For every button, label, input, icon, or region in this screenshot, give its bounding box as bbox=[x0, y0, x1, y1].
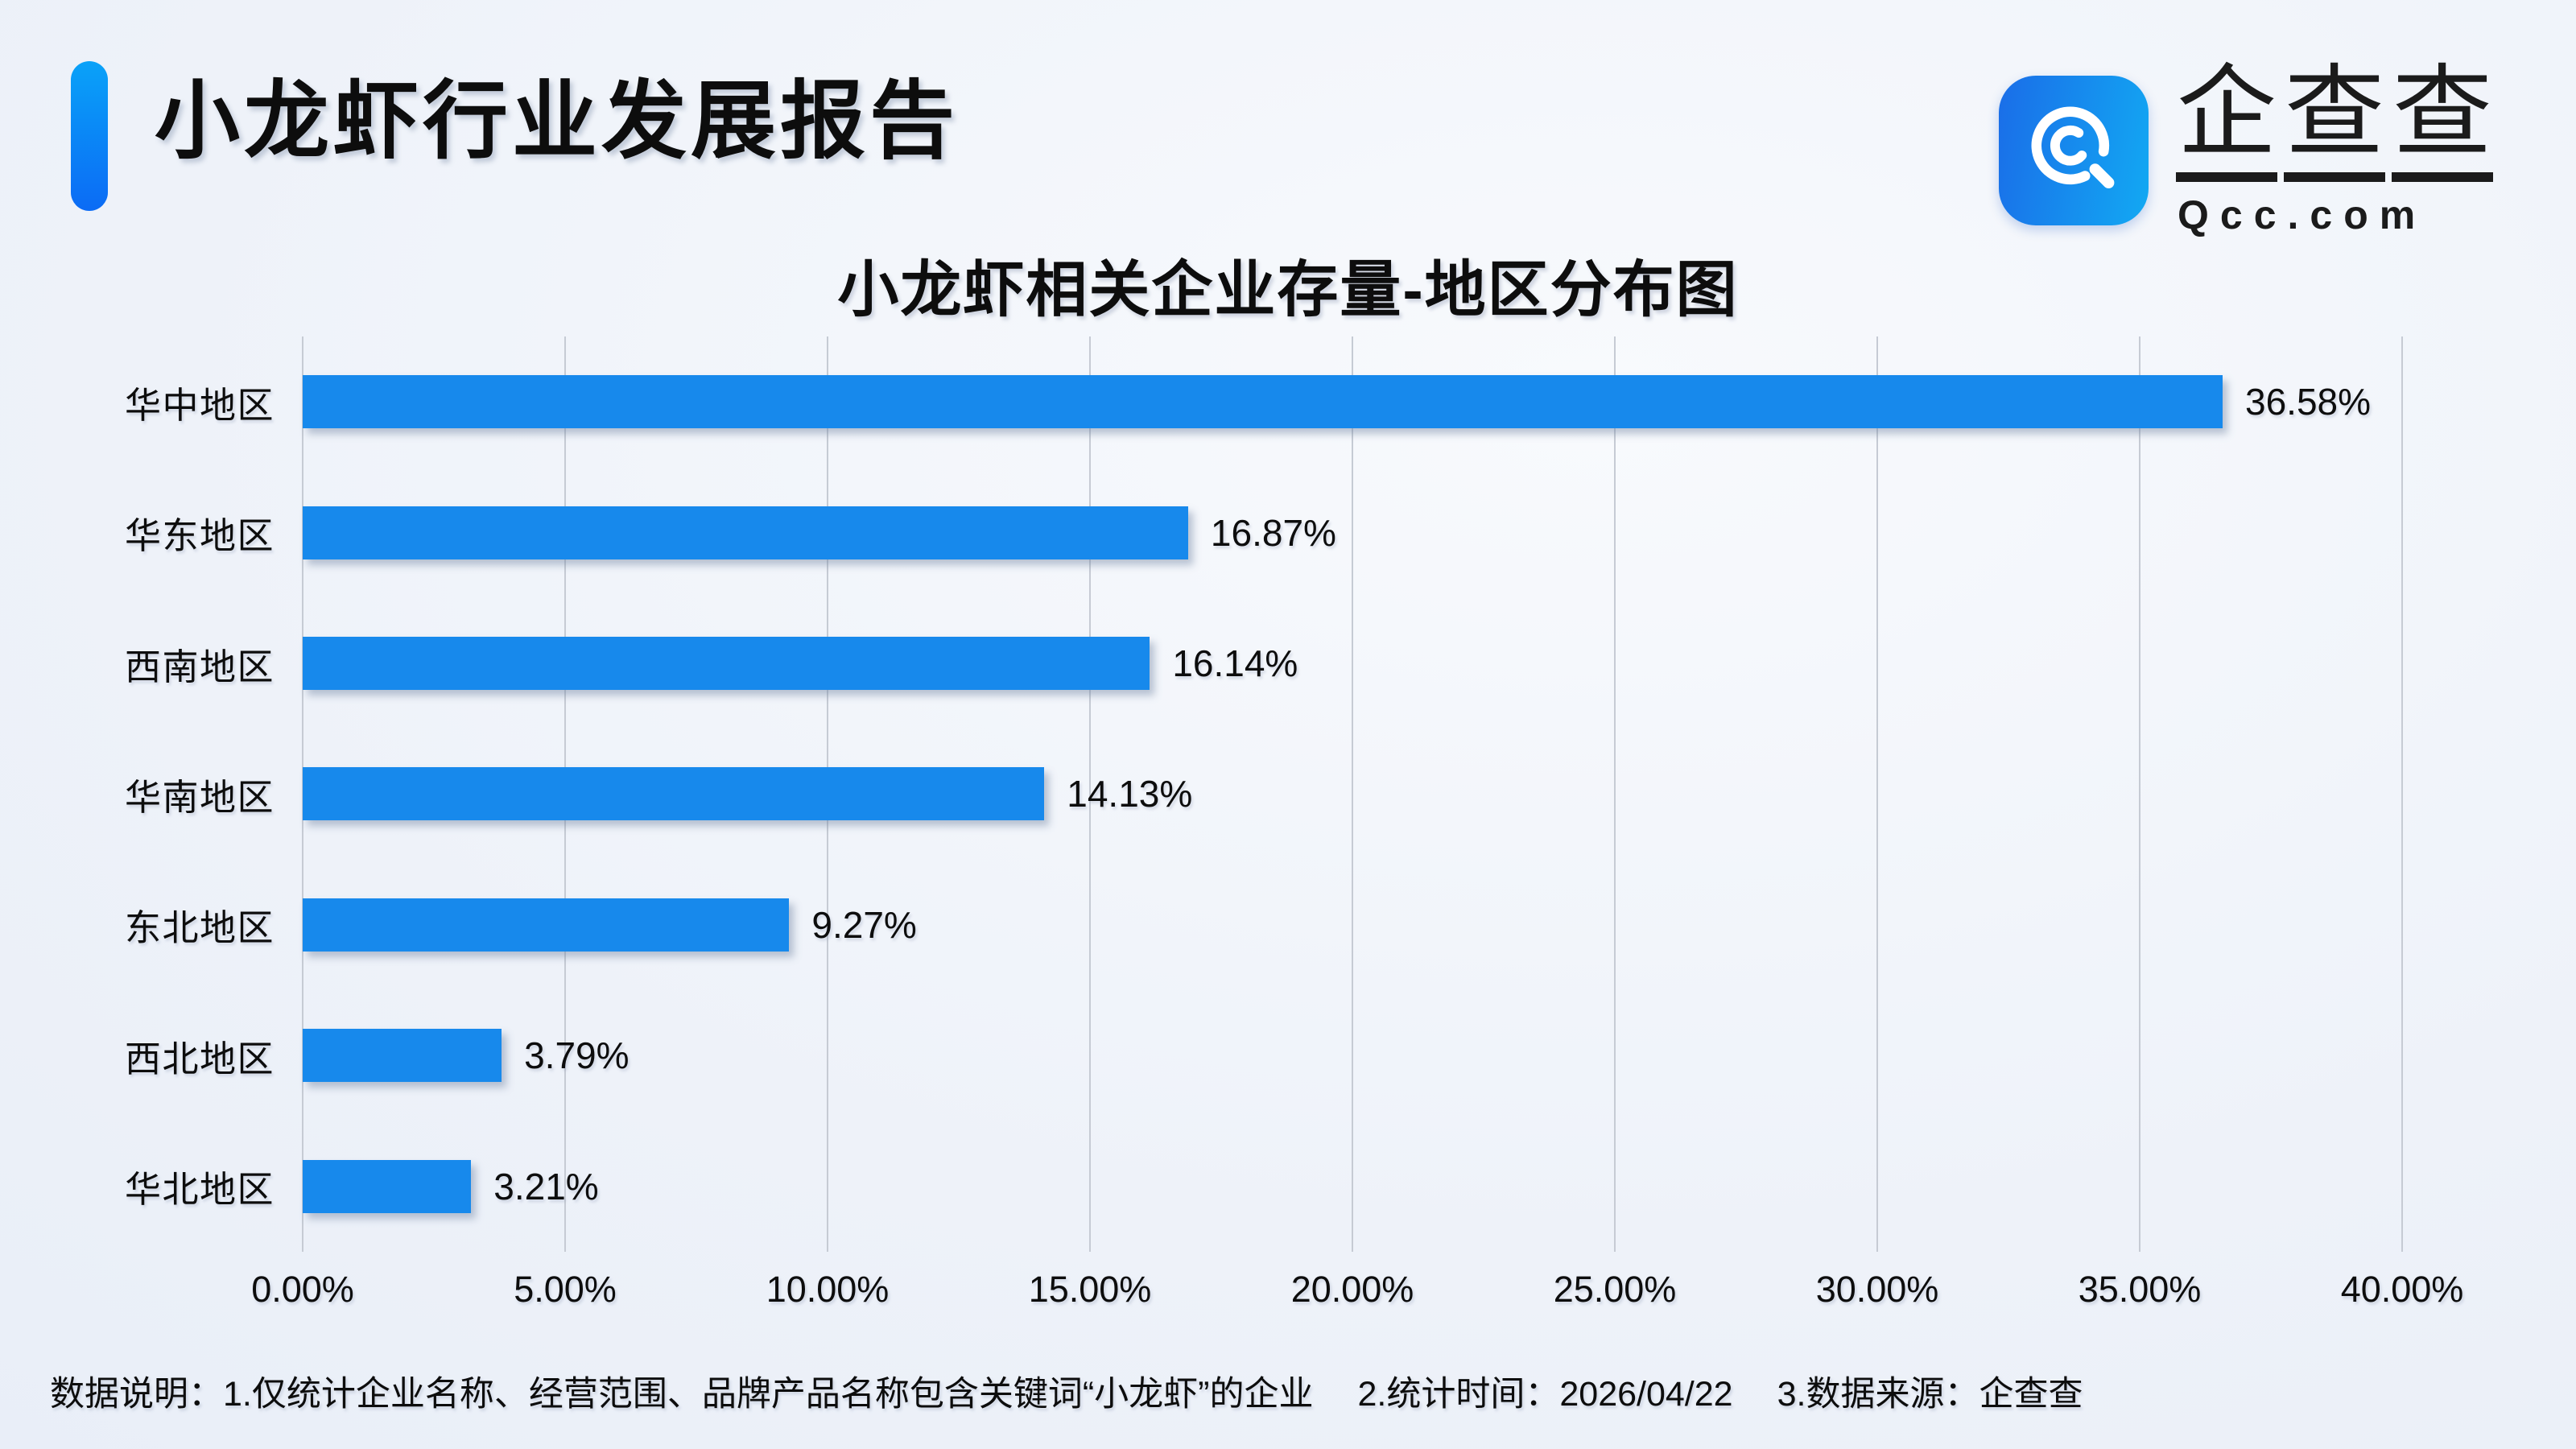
x-axis: 0.00% 5.00% 10.00% 15.00% 20.00% 25.00% … bbox=[251, 1269, 2463, 1325]
bar-value: 36.58% bbox=[2245, 381, 2372, 423]
bar-huadong bbox=[303, 506, 1188, 559]
data-note: 1.仅统计企业名称、经营范围、品牌产品名称包含关键词“小龙虾”的企业 bbox=[223, 1375, 1314, 1414]
data-note: 3.数据来源：企查查 bbox=[1777, 1375, 2083, 1414]
gridline bbox=[2401, 336, 2403, 1252]
x-tick: 30.00% bbox=[1815, 1269, 1939, 1310]
qcc-brand-char: 查 bbox=[2392, 63, 2494, 182]
data-notes: 数据说明： 1.仅统计企业名称、经营范围、品牌产品名称包含关键词“小龙虾”的企业… bbox=[50, 1366, 2083, 1416]
x-tick: 25.00% bbox=[1553, 1269, 1677, 1310]
bar-huazhong bbox=[303, 375, 2223, 429]
x-tick: 5.00% bbox=[514, 1269, 617, 1310]
qcc-logo-text: 企 查 查 Qcc.com bbox=[2173, 63, 2496, 238]
qcc-brand-char: 企 bbox=[2176, 63, 2278, 182]
category-label: 华北地区 bbox=[125, 1169, 275, 1211]
x-tick: 15.00% bbox=[1028, 1269, 1152, 1310]
qcc-domain: Qcc.com bbox=[2178, 192, 2427, 237]
bar-row-huadong: 16.87% bbox=[303, 467, 2402, 597]
bar-row-xinan: 16.14% bbox=[303, 598, 2402, 729]
bar-rows: 36.58% 16.87% 16.14% 14.13% 9.27% 3.79% … bbox=[303, 336, 2402, 1252]
bar-xinan bbox=[303, 637, 1150, 691]
category-label: 华南地区 bbox=[125, 776, 275, 818]
plot-area: 36.58% 16.87% 16.14% 14.13% 9.27% 3.79% … bbox=[302, 336, 2403, 1252]
qcc-brand-char: 查 bbox=[2284, 63, 2386, 182]
x-tick: 10.00% bbox=[766, 1269, 890, 1310]
bar-value: 14.13% bbox=[1067, 773, 1193, 815]
bar-value: 3.79% bbox=[524, 1034, 630, 1077]
chart-title: 小龙虾相关企业存量-地区分布图 bbox=[837, 256, 1739, 324]
category-axis: 华中地区 华东地区 西南地区 华南地区 东北地区 西北地区 华北地区 bbox=[125, 336, 279, 1252]
bar-row-huanan: 14.13% bbox=[303, 729, 2402, 859]
gridline bbox=[1352, 336, 1353, 1252]
bar-dongbei bbox=[303, 898, 790, 952]
data-note: 2.统计时间：2026/04/22 bbox=[1357, 1375, 1733, 1414]
x-tick: 20.00% bbox=[1290, 1269, 1414, 1310]
bar-huabei bbox=[303, 1159, 472, 1213]
qcc-brand-name: 企 查 查 bbox=[2173, 63, 2496, 182]
page-title: 小龙虾行业发展报告 bbox=[155, 74, 959, 169]
bar-value: 3.21% bbox=[493, 1165, 599, 1208]
bar-xibei bbox=[303, 1029, 502, 1083]
bar-value: 16.14% bbox=[1172, 642, 1298, 685]
qcc-logo: 企 查 查 Qcc.com bbox=[1999, 63, 2496, 238]
bar-row-xibei: 3.79% bbox=[303, 990, 2402, 1121]
category-label: 东北地区 bbox=[125, 907, 275, 949]
category-label: 西北地区 bbox=[125, 1038, 275, 1080]
title-accent-bar bbox=[71, 61, 108, 211]
category-label: 华东地区 bbox=[125, 515, 275, 557]
data-notes-prefix: 数据说明： bbox=[50, 1375, 223, 1414]
gridline bbox=[1876, 336, 1878, 1252]
bar-value: 9.27% bbox=[811, 903, 917, 946]
gridline bbox=[1089, 336, 1091, 1252]
bar-row-huazhong: 36.58% bbox=[303, 336, 2402, 467]
bar-row-huabei: 3.21% bbox=[303, 1121, 2402, 1252]
gridline bbox=[2139, 336, 2140, 1252]
x-tick: 35.00% bbox=[2078, 1269, 2202, 1310]
gridline bbox=[1614, 336, 1616, 1252]
bar-value: 16.87% bbox=[1210, 511, 1336, 554]
x-tick: 40.00% bbox=[2340, 1269, 2464, 1310]
qcc-magnifier-icon bbox=[2017, 93, 2130, 209]
qcc-logo-box bbox=[1999, 76, 2149, 225]
x-tick: 0.00% bbox=[251, 1269, 354, 1310]
category-label: 华中地区 bbox=[125, 384, 275, 426]
category-label: 西南地区 bbox=[125, 646, 275, 687]
bar-row-dongbei: 9.27% bbox=[303, 860, 2402, 990]
bar-huanan bbox=[303, 767, 1045, 821]
